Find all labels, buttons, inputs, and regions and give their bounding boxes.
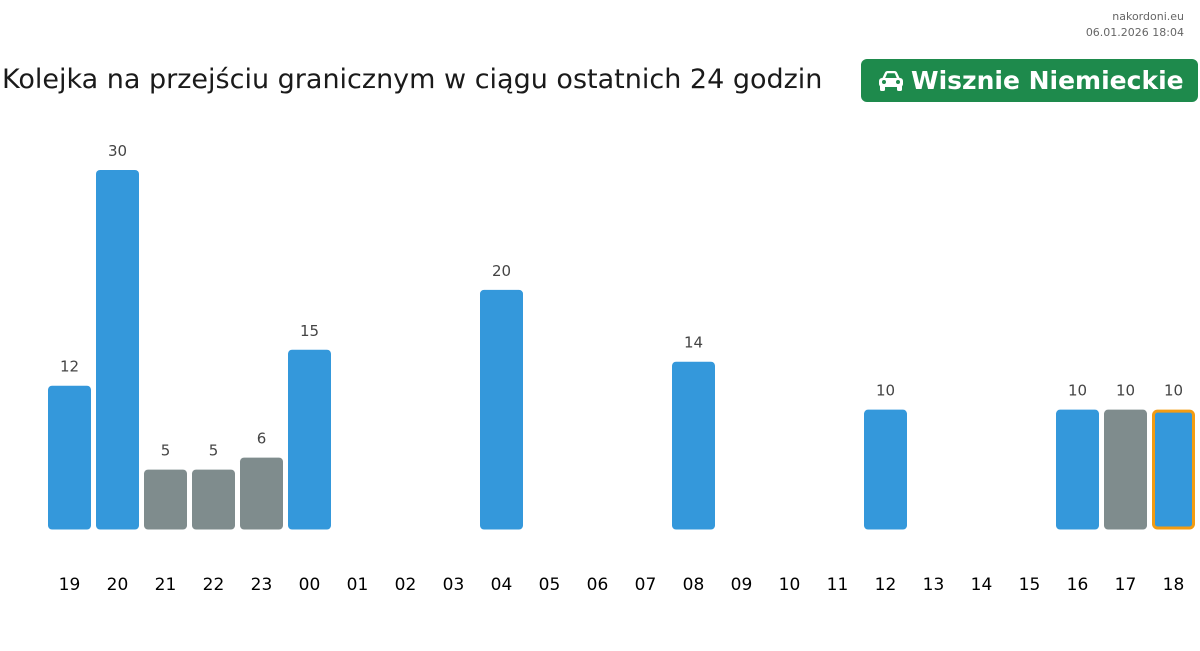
- tick-label-13: 13: [923, 575, 945, 595]
- value-label-08: 14: [684, 334, 703, 352]
- tick-label-02: 02: [395, 575, 417, 595]
- bar-20: [96, 170, 139, 530]
- bar-21: [144, 469, 187, 530]
- value-label-20: 30: [108, 142, 127, 160]
- bar-08: [672, 361, 715, 530]
- tick-label-23: 23: [251, 575, 273, 595]
- value-label-22: 5: [209, 442, 219, 460]
- bar-00: [288, 349, 331, 530]
- tick-label-07: 07: [635, 575, 657, 595]
- chart-title: Kolejka na przejściu granicznym w ciągu …: [2, 64, 823, 95]
- bar-17: [1104, 409, 1147, 530]
- value-label-19: 12: [60, 358, 79, 376]
- tick-label-17: 17: [1115, 575, 1137, 595]
- tick-label-22: 22: [203, 575, 225, 595]
- bar-04: [480, 289, 523, 530]
- tick-label-10: 10: [779, 575, 801, 595]
- tick-label-20: 20: [107, 575, 129, 595]
- tick-label-19: 19: [59, 575, 81, 595]
- tick-label-16: 16: [1067, 575, 1089, 595]
- value-label-12: 10: [876, 382, 895, 400]
- bar-12: [864, 409, 907, 530]
- bar-22: [192, 469, 235, 530]
- value-label-17: 10: [1116, 382, 1135, 400]
- tick-label-04: 04: [491, 575, 513, 595]
- value-label-23: 6: [257, 430, 267, 448]
- bar-16: [1056, 409, 1099, 530]
- tick-label-03: 03: [443, 575, 465, 595]
- bar-18: [1152, 409, 1195, 530]
- value-label-04: 20: [492, 262, 511, 280]
- source-timestamp: 06.01.2026 18:04: [1085, 26, 1184, 39]
- tick-label-00: 00: [299, 575, 321, 595]
- value-label-00: 15: [300, 322, 319, 340]
- car-icon: [879, 70, 903, 91]
- value-label-21: 5: [161, 442, 171, 460]
- tick-label-06: 06: [587, 575, 609, 595]
- crossing-badge: Wisznie Niemieckie: [861, 59, 1198, 102]
- bar-19: [48, 385, 91, 530]
- bar-23: [240, 457, 283, 530]
- tick-label-21: 21: [155, 575, 177, 595]
- tick-label-11: 11: [827, 575, 849, 595]
- crossing-name: Wisznie Niemieckie: [911, 66, 1184, 95]
- tick-label-18: 18: [1163, 575, 1185, 595]
- tick-label-01: 01: [347, 575, 369, 595]
- tick-label-08: 08: [683, 575, 705, 595]
- tick-label-14: 14: [971, 575, 993, 595]
- tick-label-12: 12: [875, 575, 897, 595]
- tick-label-09: 09: [731, 575, 753, 595]
- source-site: nakordoni.eu: [1112, 10, 1184, 23]
- value-label-18: 10: [1164, 382, 1183, 400]
- tick-label-05: 05: [539, 575, 561, 595]
- tick-label-15: 15: [1019, 575, 1041, 595]
- source-info: nakordoni.eu 06.01.2026 18:04: [1086, 9, 1184, 41]
- value-label-16: 10: [1068, 382, 1087, 400]
